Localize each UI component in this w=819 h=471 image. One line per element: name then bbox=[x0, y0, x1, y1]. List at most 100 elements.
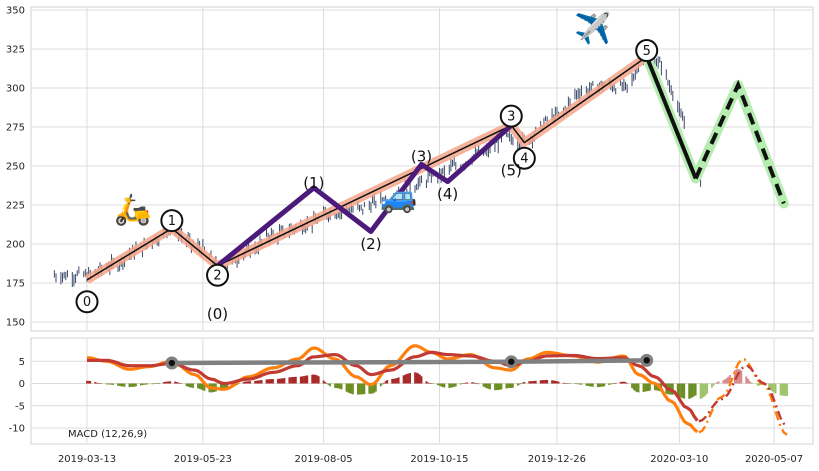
histogram-bar bbox=[254, 380, 256, 384]
histogram-bar bbox=[722, 380, 725, 384]
peak-line bbox=[169, 358, 649, 366]
histogram-bar bbox=[769, 383, 772, 391]
histogram-bar bbox=[277, 378, 279, 384]
histogram-bar bbox=[689, 383, 692, 399]
histogram-bar bbox=[190, 383, 193, 388]
histogram-bar bbox=[693, 383, 695, 397]
macd-y-tick-label: 0 bbox=[19, 379, 25, 390]
histogram-bar bbox=[268, 379, 271, 384]
histogram-bar bbox=[647, 383, 650, 391]
histogram-bar bbox=[484, 383, 487, 388]
signal-forecast-line bbox=[698, 364, 788, 427]
histogram-bar bbox=[249, 381, 252, 384]
histogram-bar bbox=[645, 383, 648, 392]
histogram-bar bbox=[453, 383, 456, 387]
histogram-bar bbox=[201, 383, 204, 391]
histogram-bar bbox=[383, 382, 385, 384]
histogram-bar bbox=[363, 383, 366, 395]
macd-label: MACD (12,26,9) bbox=[68, 429, 147, 440]
histogram-bar bbox=[347, 383, 349, 393]
histogram-bar bbox=[324, 382, 327, 384]
histogram-bar bbox=[329, 383, 332, 387]
histogram-bar bbox=[745, 376, 748, 384]
histogram-bar bbox=[392, 378, 395, 384]
price-grid bbox=[32, 8, 812, 330]
histogram-bar bbox=[391, 378, 394, 384]
histogram-bar bbox=[498, 383, 501, 390]
histogram-bar bbox=[361, 383, 364, 395]
histogram-bar bbox=[655, 383, 658, 391]
histogram-bar bbox=[154, 383, 157, 384]
histogram-bar bbox=[440, 383, 443, 387]
subwave-line bbox=[215, 123, 513, 268]
histogram-bar bbox=[281, 378, 284, 384]
wave-label-circle bbox=[206, 263, 230, 287]
histogram-bar bbox=[223, 383, 225, 390]
histogram-bar bbox=[613, 383, 615, 384]
y-tick-label: 325 bbox=[6, 45, 25, 56]
histogram-bar bbox=[534, 380, 537, 384]
histogram-bar bbox=[221, 383, 224, 390]
y-tick-label: 200 bbox=[6, 240, 25, 251]
histogram-bar bbox=[427, 382, 429, 384]
wave-label: 4 bbox=[520, 152, 528, 167]
histogram-bar bbox=[436, 383, 439, 386]
histogram-bar bbox=[477, 383, 480, 385]
histogram-bar bbox=[339, 383, 341, 389]
tick-labels: 2019-03-13 2019-05-23 2019-08-05 2019-10-15… bbox=[6, 6, 803, 466]
histogram-bar bbox=[438, 383, 441, 386]
histogram-bar bbox=[267, 379, 270, 384]
histogram-bar bbox=[725, 378, 728, 384]
histogram-bar bbox=[87, 380, 90, 384]
peak-marker-inner bbox=[168, 359, 176, 367]
histogram-bar bbox=[520, 383, 522, 384]
histogram-bar bbox=[516, 383, 519, 386]
histogram-bar bbox=[293, 376, 296, 384]
histogram-bar bbox=[544, 379, 547, 384]
histogram-bar bbox=[301, 376, 304, 384]
histogram-bar bbox=[144, 383, 147, 385]
histogram-bar bbox=[394, 378, 397, 384]
histogram-bar bbox=[717, 381, 720, 384]
histogram-bar bbox=[557, 381, 560, 384]
histogram-bar bbox=[494, 383, 496, 391]
histogram-bar bbox=[432, 383, 434, 384]
histogram-bar bbox=[131, 383, 134, 387]
histogram-bar bbox=[678, 383, 681, 397]
histogram-bar bbox=[197, 383, 199, 389]
histogram-bar bbox=[242, 382, 245, 384]
macd-y-tick-label: -10 bbox=[9, 424, 25, 435]
histogram-bar bbox=[272, 379, 274, 384]
wave-label-circle bbox=[512, 146, 536, 170]
histogram-bar bbox=[485, 383, 488, 389]
histogram-bar bbox=[476, 383, 478, 384]
x-tick-label: 2020-03-10 bbox=[650, 454, 708, 465]
histogram-bar bbox=[590, 383, 593, 387]
histogram-bar bbox=[781, 383, 784, 396]
histogram-bar bbox=[508, 383, 511, 389]
histogram-bar bbox=[680, 383, 682, 398]
histogram-bar bbox=[425, 381, 428, 384]
histogram-bar bbox=[246, 381, 248, 384]
histogram-bar bbox=[529, 381, 532, 384]
histogram-bar bbox=[495, 383, 498, 391]
histogram-bar bbox=[733, 370, 736, 384]
histogram-bar bbox=[166, 381, 168, 384]
histogram-bar bbox=[237, 383, 240, 385]
histogram-bar bbox=[386, 380, 389, 384]
histogram-bar bbox=[464, 382, 467, 384]
histogram-bar bbox=[750, 382, 753, 384]
histogram-bar bbox=[335, 383, 338, 389]
histogram-bar bbox=[546, 379, 549, 384]
histogram-bar bbox=[407, 373, 410, 384]
histogram-bar bbox=[143, 383, 146, 385]
histogram-bar bbox=[280, 378, 283, 384]
histogram-bar bbox=[554, 380, 557, 384]
subwave-label: (5) bbox=[501, 162, 522, 180]
histogram-bar bbox=[575, 383, 578, 385]
histogram-bar bbox=[740, 370, 743, 384]
histogram-bar bbox=[644, 383, 646, 392]
histogram-bar bbox=[396, 377, 398, 384]
y-tick-label: 150 bbox=[6, 318, 25, 329]
